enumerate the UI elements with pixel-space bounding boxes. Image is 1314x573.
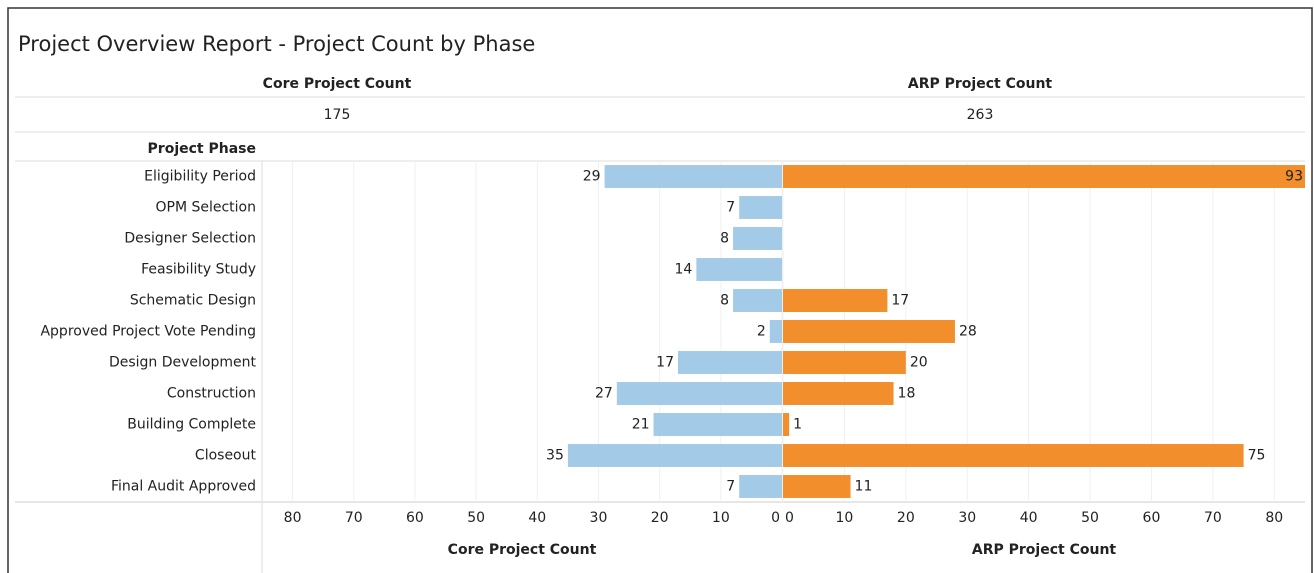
bar: [783, 289, 888, 312]
value-label: 2: [757, 324, 766, 340]
x-tick-label: 60: [406, 510, 424, 526]
value-label: 17: [656, 355, 674, 371]
bar: [733, 227, 782, 250]
bar: [678, 351, 782, 374]
category-label: Construction: [167, 386, 256, 402]
value-label: 18: [898, 386, 916, 402]
bar: [769, 320, 782, 343]
y-axis-label: Project Phase: [148, 141, 256, 157]
x-tick-label: 0: [771, 510, 780, 526]
x-tick-label: 30: [590, 510, 608, 526]
bars: [783, 165, 1305, 498]
bar: [653, 413, 782, 436]
bar: [567, 444, 782, 467]
value-label: 28: [959, 324, 977, 340]
value-label: 7: [726, 200, 735, 216]
category-label: Schematic Design: [130, 293, 256, 309]
x-tick-label: 20: [651, 510, 669, 526]
series-total: 263: [967, 107, 994, 123]
bar: [783, 320, 955, 343]
frame: [7, 7, 1313, 573]
value-label: 93: [1285, 169, 1303, 185]
x-tick-label: 10: [712, 510, 730, 526]
category-label: Approved Project Vote Pending: [40, 324, 256, 340]
bar: [739, 196, 782, 219]
x-tick-label: 70: [345, 510, 363, 526]
x-tick-label: 80: [1265, 510, 1283, 526]
value-label: 20: [910, 355, 928, 371]
bar: [733, 289, 782, 312]
x-tick-label: 60: [1143, 510, 1161, 526]
bar: [616, 382, 782, 405]
value-label: 11: [855, 479, 873, 495]
value-label: 75: [1248, 448, 1266, 464]
value-label: 29: [583, 169, 601, 185]
value-label: 14: [675, 262, 693, 278]
x-tick-label: 10: [835, 510, 853, 526]
category-label: Final Audit Approved: [111, 479, 256, 495]
x-tick-label: 50: [1081, 510, 1099, 526]
x-axis-title: Core Project Count: [448, 542, 597, 558]
value-label: 27: [595, 386, 613, 402]
bar: [783, 475, 851, 498]
bar: [696, 258, 782, 281]
series-header: Core Project Count: [263, 76, 412, 92]
category-label: Design Development: [109, 355, 257, 371]
category-label: Eligibility Period: [144, 169, 256, 185]
value-label: 7: [726, 479, 735, 495]
x-tick-label: 30: [958, 510, 976, 526]
x-tick-label: 80: [284, 510, 302, 526]
value-label: 21: [632, 417, 650, 433]
category-label: Designer Selection: [124, 231, 256, 247]
category-label: Closeout: [195, 448, 257, 464]
bars: [567, 165, 782, 498]
x-axis-title: ARP Project Count: [972, 542, 1117, 558]
value-label: 35: [546, 448, 564, 464]
value-label: 8: [720, 231, 729, 247]
bar: [739, 475, 782, 498]
series-header: ARP Project Count: [908, 76, 1053, 92]
bar: [783, 444, 1244, 467]
x-tick-label: 40: [528, 510, 546, 526]
value-label: 8: [720, 293, 729, 309]
chart-title: Project Overview Report - Project Count …: [18, 32, 535, 56]
x-tick-label: 40: [1020, 510, 1038, 526]
x-tick-label: 20: [897, 510, 915, 526]
bar: [783, 165, 1305, 188]
bar: [783, 382, 894, 405]
category-label: Building Complete: [127, 417, 256, 433]
value-label: 17: [891, 293, 909, 309]
value-label: 1: [793, 417, 802, 433]
category-label: Feasibility Study: [141, 262, 256, 278]
bar: [783, 413, 790, 436]
category-label: OPM Selection: [155, 200, 256, 216]
x-tick-label: 0: [785, 510, 794, 526]
x-tick-label: 50: [467, 510, 485, 526]
x-tick-label: 70: [1204, 510, 1222, 526]
bar: [604, 165, 782, 188]
series-total: 175: [324, 107, 351, 123]
bar: [783, 351, 906, 374]
